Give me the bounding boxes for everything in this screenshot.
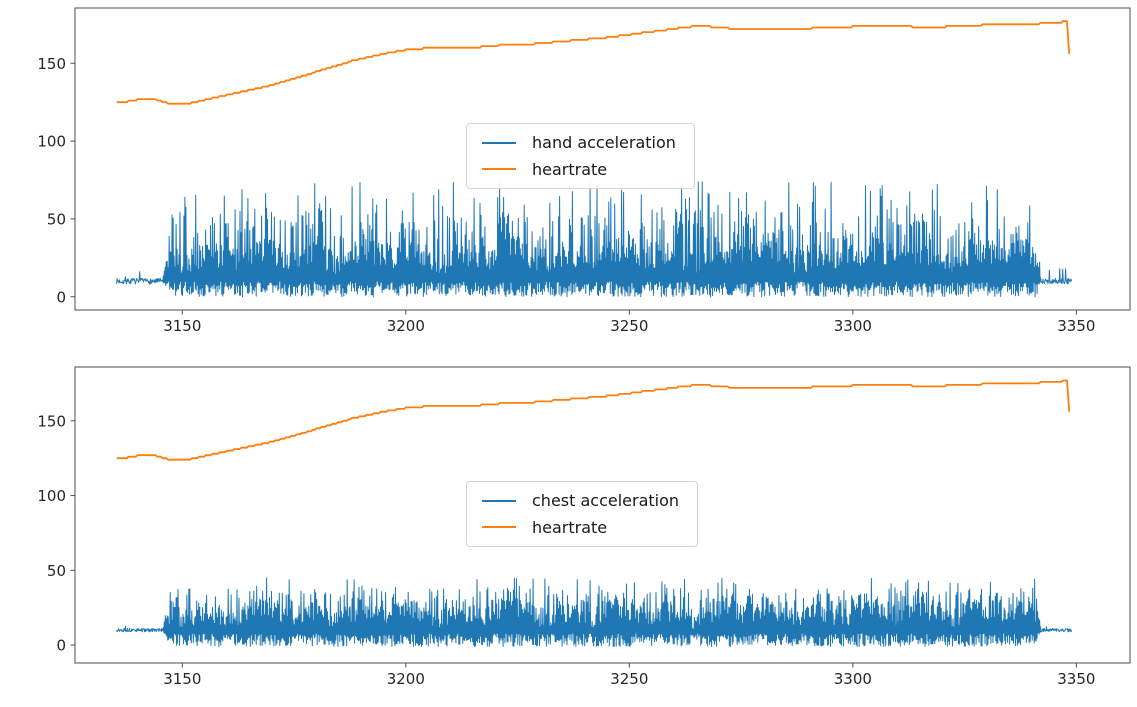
- x-tick-label: 3250: [610, 317, 648, 335]
- y-tick-label: 0: [56, 288, 66, 306]
- x-tick-label: 3350: [1057, 317, 1095, 335]
- y-tick-label: 100: [37, 133, 66, 151]
- legend-hand-chart: hand acceleration heartrate: [466, 123, 695, 190]
- legend-label-hand-acceleration: hand acceleration: [532, 133, 676, 152]
- heartrate-line: [116, 20, 1071, 105]
- legend-item-heartrate-bottom: heartrate: [482, 517, 679, 537]
- legend-chest-chart: chest acceleration heartrate: [466, 481, 699, 548]
- subplot-0: 3150 3200 3250 3300 3350 0 50 100 150: [37, 7, 1131, 335]
- y-tick-label: 50: [47, 562, 66, 580]
- x-tick-label: 3200: [387, 670, 425, 688]
- x-tick-label: 3150: [163, 670, 201, 688]
- legend-item-chest-acceleration: chest acceleration: [482, 492, 679, 510]
- x-tick-label: 3150: [163, 317, 201, 335]
- y-tick-label: 150: [37, 55, 66, 73]
- legend-label-heartrate-bottom: heartrate: [532, 517, 608, 537]
- plot-frame: [74, 7, 1131, 311]
- y-tick-label: 150: [37, 412, 66, 430]
- x-tick-label: 3200: [387, 317, 425, 335]
- y-tick-label: 100: [37, 487, 66, 505]
- heartrate-line-swatch: [482, 526, 516, 529]
- x-tick-label: 3300: [834, 670, 872, 688]
- chest-acceleration-line-swatch: [482, 499, 516, 502]
- legend-label-heartrate: heartrate: [532, 159, 608, 179]
- hand-acceleration-line-swatch: [482, 141, 516, 144]
- x-tick-label: 3300: [834, 317, 872, 335]
- legend-label-chest-acceleration: chest acceleration: [532, 491, 680, 510]
- legend-item-heartrate: heartrate: [482, 159, 676, 179]
- plot-frame: [74, 366, 1131, 664]
- legend-item-hand-acceleration: hand acceleration: [482, 134, 676, 152]
- heartrate-line-swatch: [482, 168, 516, 171]
- y-tick-label: 0: [56, 637, 66, 655]
- hand-acceleration-line: [116, 181, 1072, 298]
- y-tick-label: 50: [47, 210, 66, 228]
- x-tick-label: 3250: [610, 670, 648, 688]
- chest-acceleration-line: [116, 577, 1072, 648]
- subplot-1: 3150 3200 3250 3300 3350 0 50 100 150: [37, 366, 1131, 688]
- heartrate-line: [116, 379, 1071, 461]
- x-tick-label: 3350: [1057, 670, 1095, 688]
